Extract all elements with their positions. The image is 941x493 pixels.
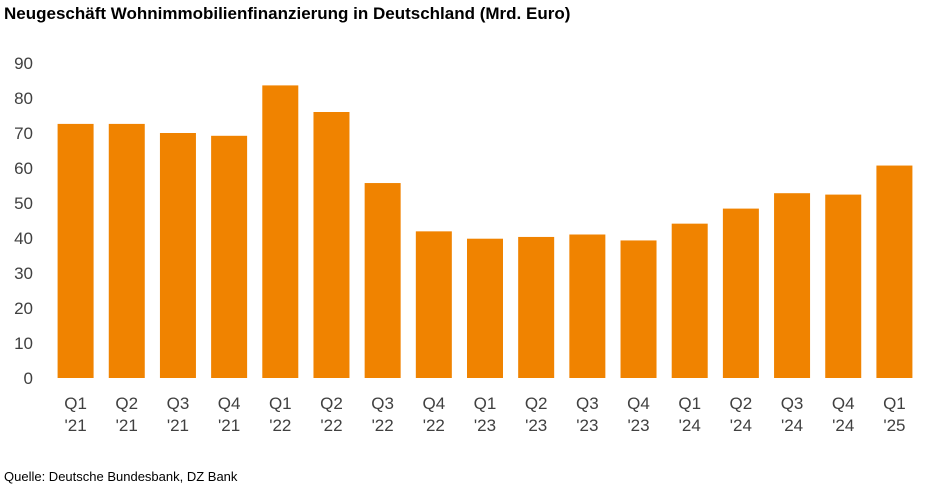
x-tick-label: Q3'21 [167,394,190,435]
y-tick-label: 90 [14,54,33,73]
bar [364,183,401,378]
source-note: Quelle: Deutsche Bundesbank, DZ Bank [4,469,238,484]
bar [722,208,759,378]
y-tick-label: 30 [14,264,33,283]
y-tick-label: 70 [14,124,33,143]
bar [415,231,452,378]
x-tick-label: Q1'25 [883,394,906,435]
x-tick-label: Q2'22 [320,394,343,435]
x-tick-label: Q1'21 [64,394,87,435]
x-tick-label: Q4'23 [627,394,650,435]
y-tick-label: 0 [24,369,33,388]
bar [876,165,913,378]
y-tick-label: 60 [14,159,33,178]
chart-title: Neugeschäft Wohnimmobilienfinanzierung i… [4,4,571,23]
bar [159,133,196,378]
x-tick-label: Q3'23 [576,394,599,435]
y-tick-label: 50 [14,194,33,213]
bar-series [57,85,913,379]
bar [825,194,862,378]
x-tick-label: Q4'22 [422,394,445,435]
x-tick-label: Q4'21 [218,394,241,435]
bar [57,123,94,379]
y-tick-label: 10 [14,334,33,353]
bar [108,123,145,379]
x-tick-label: Q3'22 [371,394,394,435]
x-axis: Q1'21 Q2'21 Q3'21 Q4'21 Q1'22 Q2'22 Q3'22 Q4'22… [64,394,906,435]
y-tick-label: 20 [14,299,33,318]
x-tick-label: Q2'21 [115,394,138,435]
x-tick-label: Q4'24 [832,394,855,435]
bar [774,193,811,378]
x-tick-label: Q1'24 [678,394,701,435]
bar [211,135,248,378]
bar [671,223,708,378]
bar [620,240,657,378]
y-tick-label: 40 [14,229,33,248]
x-tick-label: Q3'24 [781,394,804,435]
x-tick-label: Q1'22 [269,394,292,435]
bar [313,112,350,378]
x-tick-label: Q1'23 [474,394,497,435]
x-tick-label: Q2'23 [525,394,548,435]
bar [262,85,299,379]
bar [569,234,606,378]
y-axis: 0 10 20 30 40 50 60 70 80 90 [14,54,33,388]
x-tick-label: Q2'24 [730,394,753,435]
bar [518,236,555,378]
bar [467,238,503,378]
y-tick-label: 80 [14,89,33,108]
